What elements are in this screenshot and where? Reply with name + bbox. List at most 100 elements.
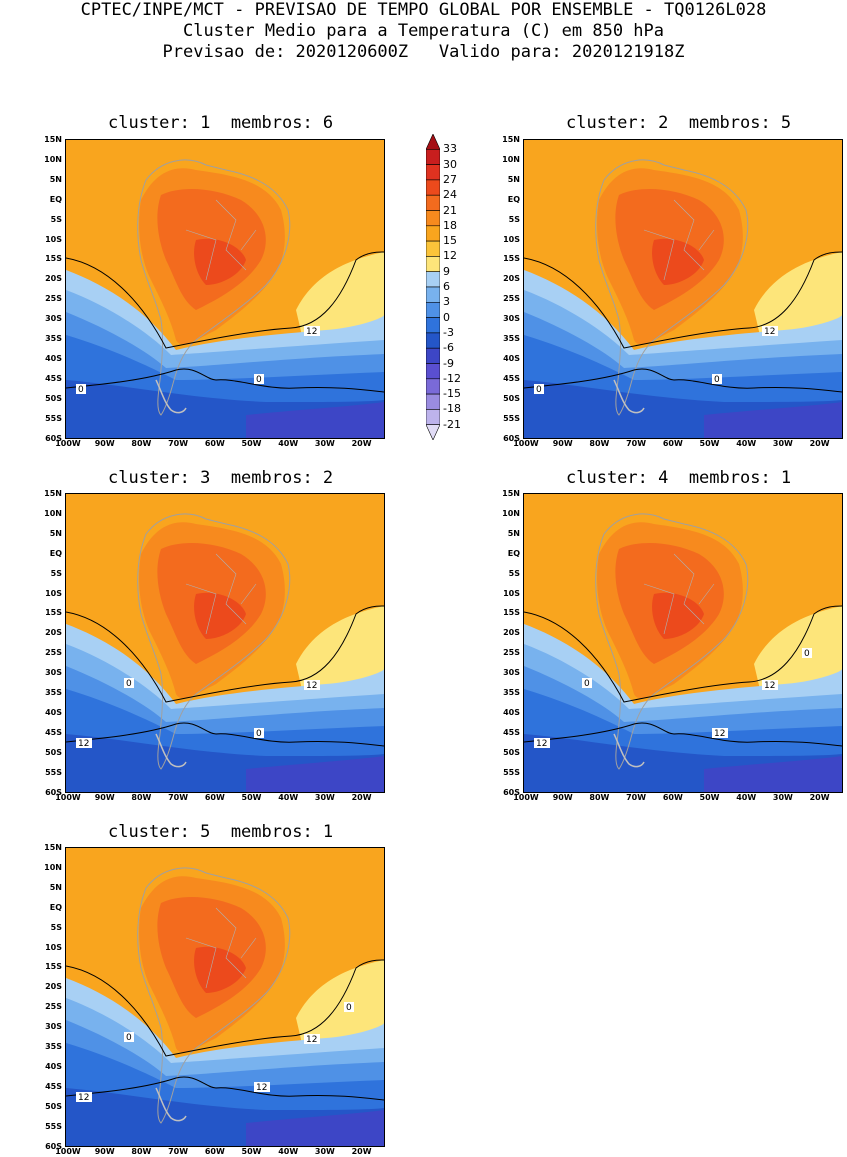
colorbar-swatch	[426, 271, 440, 288]
lat-tick-label: 5S	[50, 922, 62, 932]
colorbar-swatch	[426, 240, 440, 257]
lon-tick-label: 60W	[204, 793, 225, 802]
lat-tick-label: 45S	[503, 727, 520, 737]
contour-label: 12	[762, 680, 778, 691]
panel-title-cluster-2: cluster: 2 membros: 5	[566, 113, 792, 133]
lon-tick-label: 30W	[314, 793, 335, 802]
lon-tick-label: 80W	[589, 439, 610, 448]
svg-text:0: 0	[126, 679, 132, 689]
lon-tick-label: 80W	[589, 793, 610, 802]
lat-tick-label: 25S	[503, 648, 520, 658]
lat-tick-label: 50S	[45, 393, 62, 403]
lat-tick-label: EQ	[507, 548, 520, 558]
lat-tick-label: 60S	[45, 433, 62, 443]
contour-label: 12	[304, 680, 320, 691]
map-cluster-1: 12 0 0	[65, 139, 385, 439]
colorbar-label: -3	[443, 325, 454, 339]
colorbar-label: -6	[443, 341, 454, 355]
svg-text:12: 12	[306, 681, 317, 691]
lat-tick-label: 5N	[49, 174, 62, 184]
colorbar-swatch	[426, 378, 440, 395]
lat-tick-label: 30S	[503, 668, 520, 678]
lat-tick-label: 30S	[503, 314, 520, 324]
map-cluster-4: 12 12 12 0 0	[523, 493, 843, 793]
colorbar-swatch	[426, 347, 440, 364]
lat-tick-label: 50S	[45, 1101, 62, 1111]
lon-tick-label: 40W	[278, 793, 299, 802]
main-title: CPTEC/INPE/MCT - PREVISAO DE TEMPO GLOBA…	[80, 0, 767, 20]
lon-tick-label: 60W	[662, 439, 683, 448]
svg-text:12: 12	[714, 729, 725, 739]
colorbar-label: -12	[443, 371, 461, 385]
contour-label: 12	[76, 1092, 92, 1103]
lon-tick-label: 20W	[809, 439, 830, 448]
svg-text:0: 0	[804, 649, 810, 659]
lat-tick-label: 55S	[503, 413, 520, 423]
panel-title-cluster-5: cluster: 5 membros: 1	[108, 822, 334, 842]
lon-tick-label: 20W	[351, 793, 372, 802]
colorbar-label: 3	[443, 295, 450, 309]
svg-text:12: 12	[78, 1093, 89, 1103]
lat-tick-label: 20S	[503, 274, 520, 284]
lat-tick-label: 35S	[503, 334, 520, 343]
contour-label: 12	[304, 1034, 320, 1045]
lon-tick-label: 50W	[241, 1147, 262, 1156]
lon-tick-label: 100W	[55, 1147, 81, 1156]
colorbar-swatch	[426, 134, 440, 150]
svg-text:12: 12	[306, 327, 317, 337]
contour-label: 0	[76, 384, 86, 395]
lat-tick-label: 35S	[503, 688, 520, 697]
lat-tick-label: 10S	[503, 588, 520, 598]
lat-tick-label: 10S	[45, 588, 62, 598]
lon-tick-label: 30W	[314, 1147, 335, 1156]
colorbar-label: 18	[443, 218, 457, 232]
lat-tick-label: 40S	[503, 707, 520, 717]
subtitle-dates: Previsao de: 2020120600Z Valido para: 20…	[162, 42, 685, 62]
colorbar-swatch	[426, 317, 440, 334]
lat-tick-label: 55S	[45, 1121, 62, 1131]
lat-tick-label: EQ	[507, 194, 520, 204]
lon-tick-label: 70W	[168, 1147, 189, 1156]
lat-tick-label: 15S	[503, 608, 520, 618]
panel-title-cluster-1: cluster: 1 membros: 6	[108, 113, 334, 133]
lat-tick-label: 5N	[507, 174, 520, 184]
lat-tick-label: 30S	[45, 314, 62, 324]
colorbar-label: -9	[443, 356, 454, 370]
colorbar-swatch	[426, 256, 440, 273]
lat-tick-label: 5N	[507, 528, 520, 538]
lon-tick-label: 40W	[736, 439, 757, 448]
lon-tick-label: 30W	[772, 439, 793, 448]
lon-tick-label: 90W	[552, 793, 573, 802]
lat-tick-label: EQ	[49, 902, 62, 912]
svg-text:0: 0	[78, 385, 84, 395]
svg-text:12: 12	[764, 327, 775, 337]
lat-tick-label: 15N	[44, 489, 62, 498]
lon-tick-label: 80W	[131, 793, 152, 802]
svg-text:0: 0	[126, 1033, 132, 1043]
svg-text:0: 0	[256, 729, 262, 739]
lat-tick-label: 60S	[503, 787, 520, 797]
map-cluster-5: 12 12 12 0 0	[65, 847, 385, 1147]
contour-label: 12	[762, 326, 778, 337]
lat-tick-label: 15S	[503, 254, 520, 264]
lat-tick-label: 30S	[45, 668, 62, 678]
lon-tick-label: 70W	[168, 793, 189, 802]
colorbar-label: 6	[443, 280, 450, 293]
colorbar-label: 15	[443, 234, 457, 248]
colorbar-swatch	[426, 179, 440, 196]
lon-tick-label: 60W	[204, 1147, 225, 1156]
lat-tick-label: 55S	[45, 413, 62, 423]
colorbar-label: -21	[443, 417, 461, 431]
colorbar-label: 21	[443, 203, 457, 217]
colorbar-swatch	[426, 302, 440, 318]
lat-tick-label: 5S	[508, 214, 520, 224]
lat-tick-label: 50S	[503, 393, 520, 403]
svg-text:0: 0	[714, 375, 720, 385]
contour-label: 12	[304, 326, 320, 337]
lon-tick-label: 30W	[314, 439, 335, 448]
svg-text:0: 0	[536, 385, 542, 395]
lat-tick-label: 25S	[503, 294, 520, 304]
svg-text:12: 12	[306, 1035, 317, 1045]
colorbar-label: 33	[443, 142, 457, 156]
lat-tick-label: 20S	[45, 628, 62, 638]
